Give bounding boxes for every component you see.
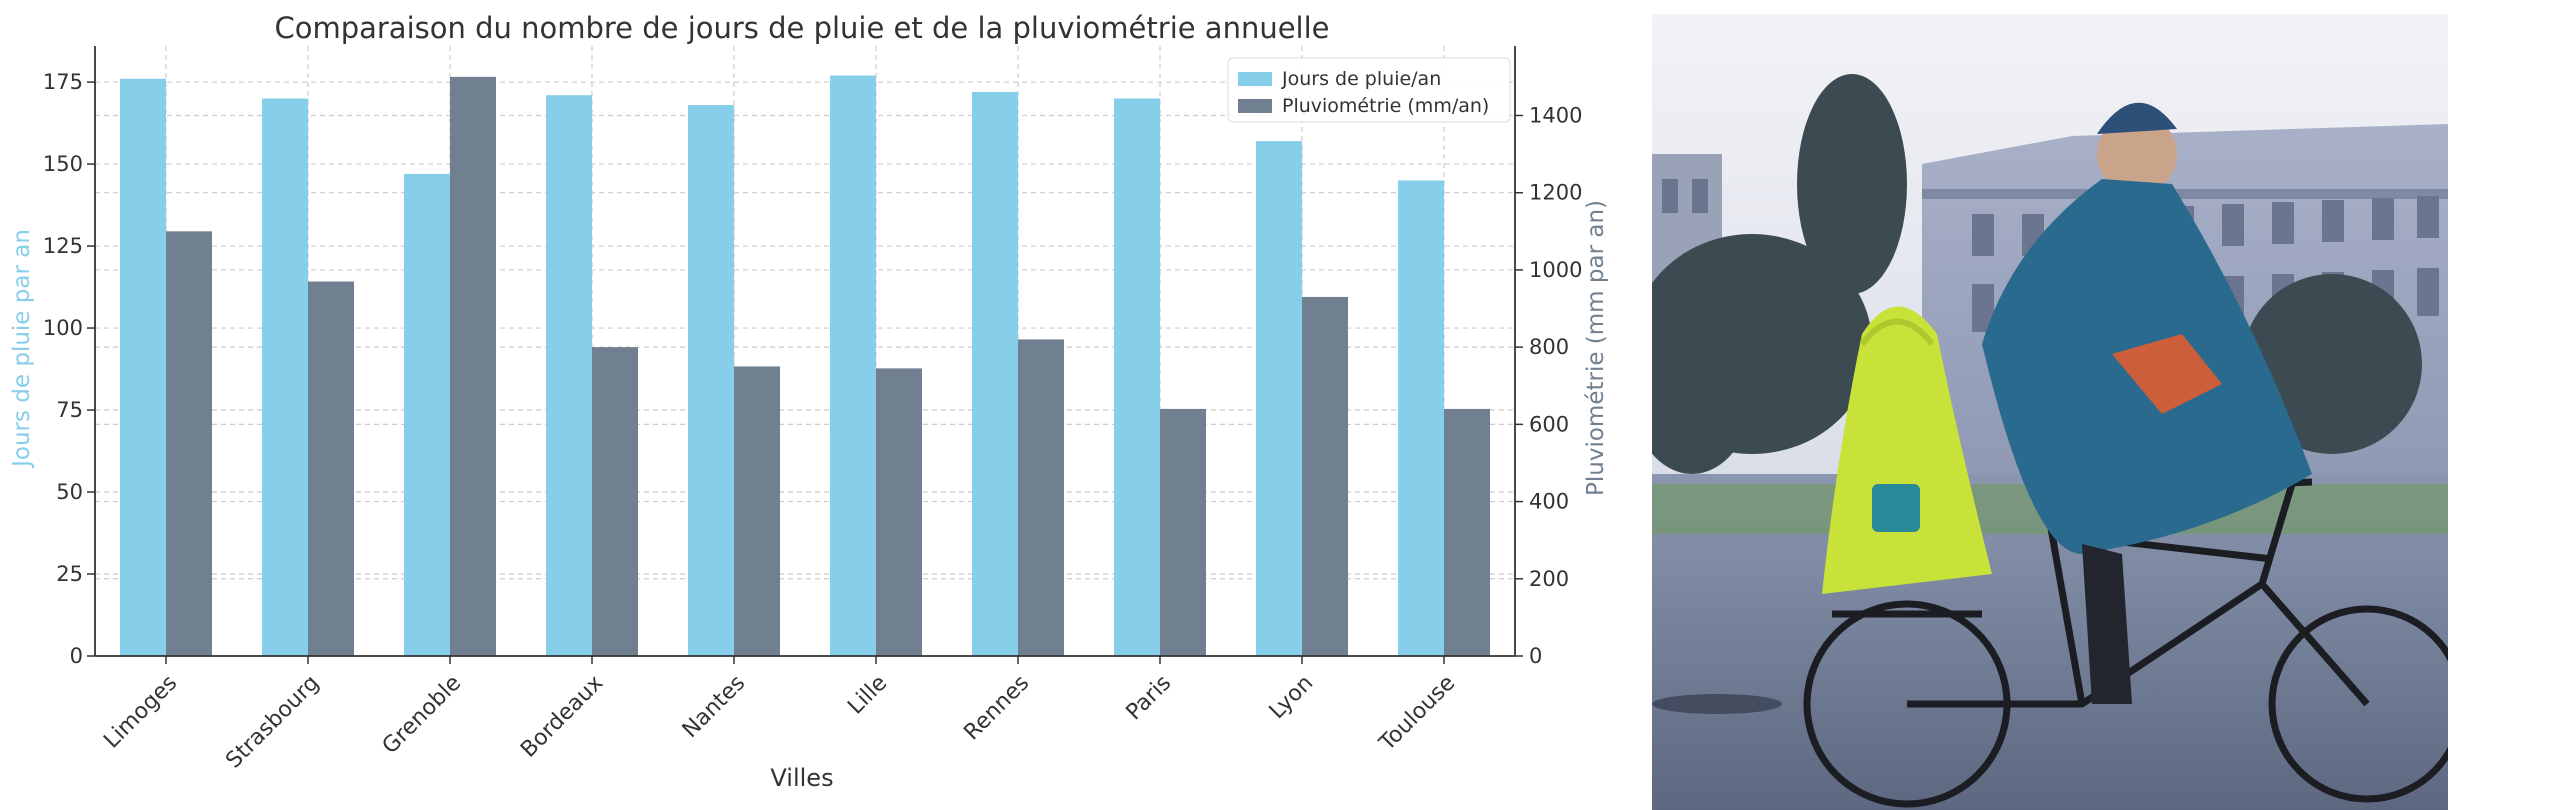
chart: Comparaison du nombre de jours de pluie … [9, 11, 1609, 792]
x-tick-label: Toulouse [1374, 671, 1460, 757]
x-tick-label: Strasbourg [221, 671, 324, 774]
bicycle [1803, 478, 2448, 808]
left-axis-ticks: 0 25 50 75 100 125 150 175 [43, 70, 95, 668]
left-tick-label: 25 [56, 562, 83, 586]
left-tick-label: 175 [43, 70, 83, 94]
x-tick-label: Rennes [959, 671, 1034, 746]
legend-swatch [1238, 99, 1272, 113]
left-tick-label: 75 [56, 398, 83, 422]
legend-label: Jours de pluie/an [1281, 68, 1441, 90]
right-tick-label: 600 [1529, 412, 1569, 436]
right-tick-label: 800 [1529, 335, 1569, 359]
bar-jours-de-pluie [1114, 98, 1160, 656]
bar-jours-de-pluie [688, 105, 734, 657]
legend-box [1227, 57, 1511, 123]
bar-jours-de-pluie [404, 173, 450, 656]
bar-pluviometrie [1018, 339, 1064, 656]
x-tick-label: Lille [843, 671, 892, 720]
bar-pluviometrie [166, 231, 212, 656]
left-axis-label: Jours de pluie par an [9, 229, 35, 469]
bar-jours-de-pluie [1398, 180, 1444, 656]
x-tick-label: Paris [1122, 671, 1177, 726]
left-tick-label: 125 [43, 234, 83, 258]
left-tick-label: 50 [56, 480, 83, 504]
bar-jours-de-pluie [1256, 141, 1302, 656]
right-tick-label: 1400 [1529, 103, 1582, 127]
x-tick-label: Nantes [678, 671, 750, 743]
bar-pluviometrie [734, 366, 780, 656]
x-tick-label: Limoges [99, 671, 182, 754]
legend-swatch [1238, 72, 1272, 86]
x-tick-label: Bordeaux [516, 671, 608, 763]
bar-jours-de-pluie [546, 95, 592, 657]
right-axis-ticks: 0 200 400 600 800 1000 1200 1400 [1515, 103, 1582, 668]
bar-jours-de-pluie [972, 91, 1018, 656]
chart-title: Comparaison du nombre de jours de pluie … [274, 11, 1329, 45]
bar-jours-de-pluie [830, 75, 876, 657]
adult-cyclist [1982, 102, 2312, 704]
x-axis-label: Villes [770, 764, 833, 792]
left-tick-label: 100 [43, 316, 83, 340]
cyclists-photo [1652, 14, 2448, 810]
x-tick-label: Grenoble [378, 671, 467, 760]
right-tick-label: 1000 [1529, 258, 1582, 282]
x-axis-ticks: Limoges Strasbourg Grenoble Bordeaux Nantes L… [99, 656, 1460, 774]
x-tick-label: Lyon [1265, 671, 1319, 725]
bar-jours-de-pluie [262, 98, 308, 656]
bar-pluviometrie [876, 368, 922, 656]
right-tick-label: 1200 [1529, 181, 1582, 205]
axes [94, 46, 1516, 657]
right-axis-label: Pluviométrie (mm par an) [1583, 200, 1609, 496]
right-tick-label: 200 [1529, 567, 1569, 591]
bar-pluviometrie [592, 347, 638, 656]
bar-pluviometrie [308, 281, 354, 656]
right-tick-label: 0 [1529, 644, 1542, 668]
bar-jours-de-pluie [120, 78, 166, 656]
child-rider [1822, 306, 1992, 594]
bars [120, 75, 1490, 657]
trees [1652, 74, 2422, 474]
bar-pluviometrie [450, 76, 496, 656]
bar-pluviometrie [1302, 296, 1348, 656]
legend-label: Pluviométrie (mm/an) [1282, 95, 1489, 117]
left-tick-label: 150 [43, 152, 83, 176]
legend: Jours de pluie/an Pluviométrie (mm/an) [1227, 57, 1511, 123]
left-tick-label: 0 [70, 644, 83, 668]
bar-pluviometrie [1160, 408, 1206, 656]
right-tick-label: 400 [1529, 490, 1569, 514]
bar-pluviometrie [1444, 408, 1490, 656]
